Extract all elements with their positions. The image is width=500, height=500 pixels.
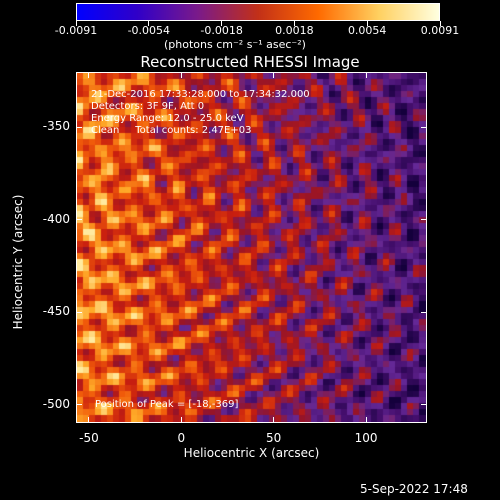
colorbar-tick-label: -0.0018 <box>200 24 243 37</box>
footer-timestamp: 5-Sep-2022 17:48 <box>360 482 468 496</box>
colorbar-tick-label: -0.0091 <box>54 24 98 37</box>
y-axis-tick <box>76 126 82 128</box>
colorbar-tick <box>293 21 295 26</box>
x-axis-tick-label: 100 <box>354 431 378 445</box>
annotation-peak-position: Position of Peak = [-18,-369] <box>95 399 239 410</box>
x-axis-tick <box>273 417 275 423</box>
colorbar-tick-label: -0.0054 <box>127 24 171 37</box>
y-axis-tick <box>421 404 427 406</box>
y-axis-label: Heliocentric Y (arcsec) <box>11 194 25 330</box>
y-axis-tick-label: -350 <box>42 119 70 134</box>
x-axis-tick-label: -50 <box>79 431 99 445</box>
annotation-detectors: Detectors: 3F 9F, Att 0 <box>91 101 205 112</box>
x-axis-label: Heliocentric X (arcsec) <box>183 446 320 460</box>
colorbar-units-label: (photons cm⁻² s⁻¹ asec⁻²) <box>164 38 306 51</box>
x-axis-tick <box>365 72 367 78</box>
x-axis-tick <box>180 417 182 423</box>
colorbar-tick <box>75 21 77 26</box>
x-axis-tick-label: 0 <box>177 431 186 445</box>
annotation-energy-range: Energy Range: 12.0 - 25.0 keV <box>91 113 244 124</box>
x-axis-tick-label: 50 <box>266 431 282 445</box>
y-axis-tick <box>76 311 82 313</box>
x-axis-tick <box>88 417 90 423</box>
y-axis-tick-label: -450 <box>42 304 70 319</box>
y-axis-tick-label: -400 <box>42 211 70 226</box>
colorbar-tick <box>221 21 223 26</box>
plot-area: 21-Dec-2016 17:33:28.000 to 17:34:32.000… <box>76 72 427 423</box>
heatmap-image <box>77 73 426 422</box>
annotation-time-range: 21-Dec-2016 17:33:28.000 to 17:34:32.000 <box>91 89 310 100</box>
y-axis-tick <box>421 219 427 221</box>
colorbar-gradient <box>76 3 440 21</box>
y-axis-tick-label: -500 <box>42 396 70 411</box>
colorbar-tick <box>148 21 150 26</box>
y-axis-tick <box>76 219 82 221</box>
colorbar-tick <box>439 21 441 26</box>
y-axis-tick <box>421 311 427 313</box>
y-axis-tick <box>421 126 427 128</box>
annotation-clean-counts: Clean Total counts: 2.47E+03 <box>91 125 252 136</box>
x-axis-tick <box>180 72 182 78</box>
plot-title: Reconstructed RHESSI Image <box>140 53 360 71</box>
colorbar-tick <box>366 21 368 26</box>
colorbar-tick-label: 0.0054 <box>347 24 387 37</box>
x-axis-tick <box>273 72 275 78</box>
x-axis-tick <box>88 72 90 78</box>
colorbar-tick-label: 0.0018 <box>275 24 314 37</box>
x-axis-tick <box>365 417 367 423</box>
y-axis-tick <box>76 404 82 406</box>
colorbar-tick-label: 0.0091 <box>420 24 460 37</box>
